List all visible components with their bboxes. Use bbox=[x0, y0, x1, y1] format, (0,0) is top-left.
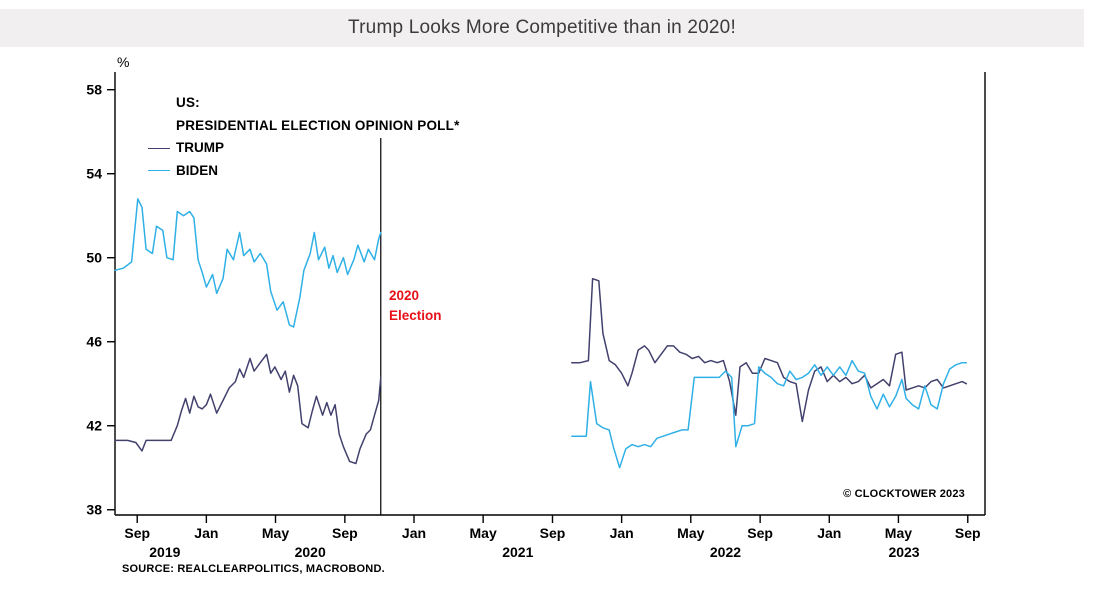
biden-line-swatch bbox=[148, 170, 170, 172]
trump-line-swatch bbox=[148, 147, 170, 149]
x-tick-label: Sep bbox=[955, 525, 981, 541]
legend-header-line2: PRESIDENTIAL ELECTION OPINION POLL* bbox=[176, 117, 460, 133]
trump-line bbox=[114, 353, 382, 465]
y-tick-label: 54 bbox=[86, 166, 102, 182]
y-tick-label: 50 bbox=[86, 250, 102, 266]
page-title: Trump Looks More Competitive than in 202… bbox=[348, 17, 736, 38]
legend-header-line1: US: bbox=[176, 95, 200, 110]
legend-item-trump: TRUMP bbox=[148, 137, 460, 160]
biden-line bbox=[114, 198, 382, 328]
x-year-label: 2021 bbox=[502, 544, 533, 560]
legend-item-biden: BIDEN bbox=[148, 160, 460, 183]
x-tick-label: May bbox=[470, 525, 497, 541]
y-tick-label: 38 bbox=[86, 502, 102, 518]
x-tick-label: Jan bbox=[817, 525, 841, 541]
x-tick-label: May bbox=[885, 525, 912, 541]
biden-line bbox=[571, 359, 968, 469]
x-tick-label: Sep bbox=[747, 525, 773, 541]
y-tick-label: 42 bbox=[86, 418, 102, 434]
x-tick-label: Jan bbox=[402, 525, 426, 541]
y-tick-label: 58 bbox=[86, 82, 102, 98]
x-tick-label: May bbox=[677, 525, 704, 541]
x-year-label: 2019 bbox=[149, 544, 180, 560]
x-year-label: 2022 bbox=[710, 544, 741, 560]
legend-label-trump: TRUMP bbox=[176, 140, 224, 155]
x-tick-label: May bbox=[262, 525, 289, 541]
title-bar: Trump Looks More Competitive than in 202… bbox=[0, 9, 1084, 47]
y-axis-unit: % bbox=[117, 54, 129, 70]
chart-legend: US: PRESIDENTIAL ELECTION OPINION POLL* … bbox=[148, 92, 460, 182]
x-tick-label: Sep bbox=[332, 525, 358, 541]
x-tick-label: Jan bbox=[194, 525, 218, 541]
election-annotation: 2020 Election bbox=[389, 286, 442, 326]
x-year-label: 2020 bbox=[295, 544, 326, 560]
copyright-label: © CLOCKTOWER 2023 bbox=[843, 488, 965, 500]
x-tick-label: Jan bbox=[610, 525, 634, 541]
legend-label-biden: BIDEN bbox=[176, 162, 219, 178]
x-year-label: 2023 bbox=[888, 544, 919, 560]
trump-line bbox=[571, 277, 968, 423]
y-tick-label: 46 bbox=[86, 334, 102, 350]
election-annotation-line2: Election bbox=[389, 308, 442, 323]
x-tick-label: Sep bbox=[124, 525, 150, 541]
election-annotation-line1: 2020 bbox=[389, 288, 420, 303]
source-label: SOURCE: REALCLEARPOLITICS, MACROBOND. bbox=[122, 563, 385, 575]
x-tick-label: Sep bbox=[540, 525, 566, 541]
